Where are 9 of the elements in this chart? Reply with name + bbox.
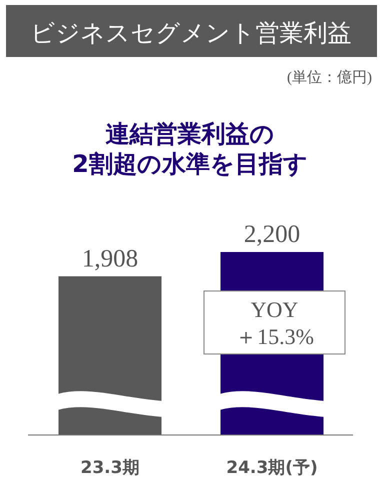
x-tick-label: 23.3期: [80, 458, 140, 478]
x-tick-label: 24.3期(予): [226, 458, 318, 478]
text: (単位：億円): [287, 69, 372, 86]
chart-title: ビジネスセグメント営業利益: [30, 19, 352, 47]
note-yoy: YOY ＋15.3%: [204, 290, 346, 354]
annotation: YOY ＋15.3%: [235, 297, 314, 349]
chart-subtitle: 連結営業利益の 2割超の水準を目指す: [72, 120, 308, 178]
data-label: 2,200: [244, 221, 300, 248]
data-label: 1,908: [82, 245, 138, 272]
